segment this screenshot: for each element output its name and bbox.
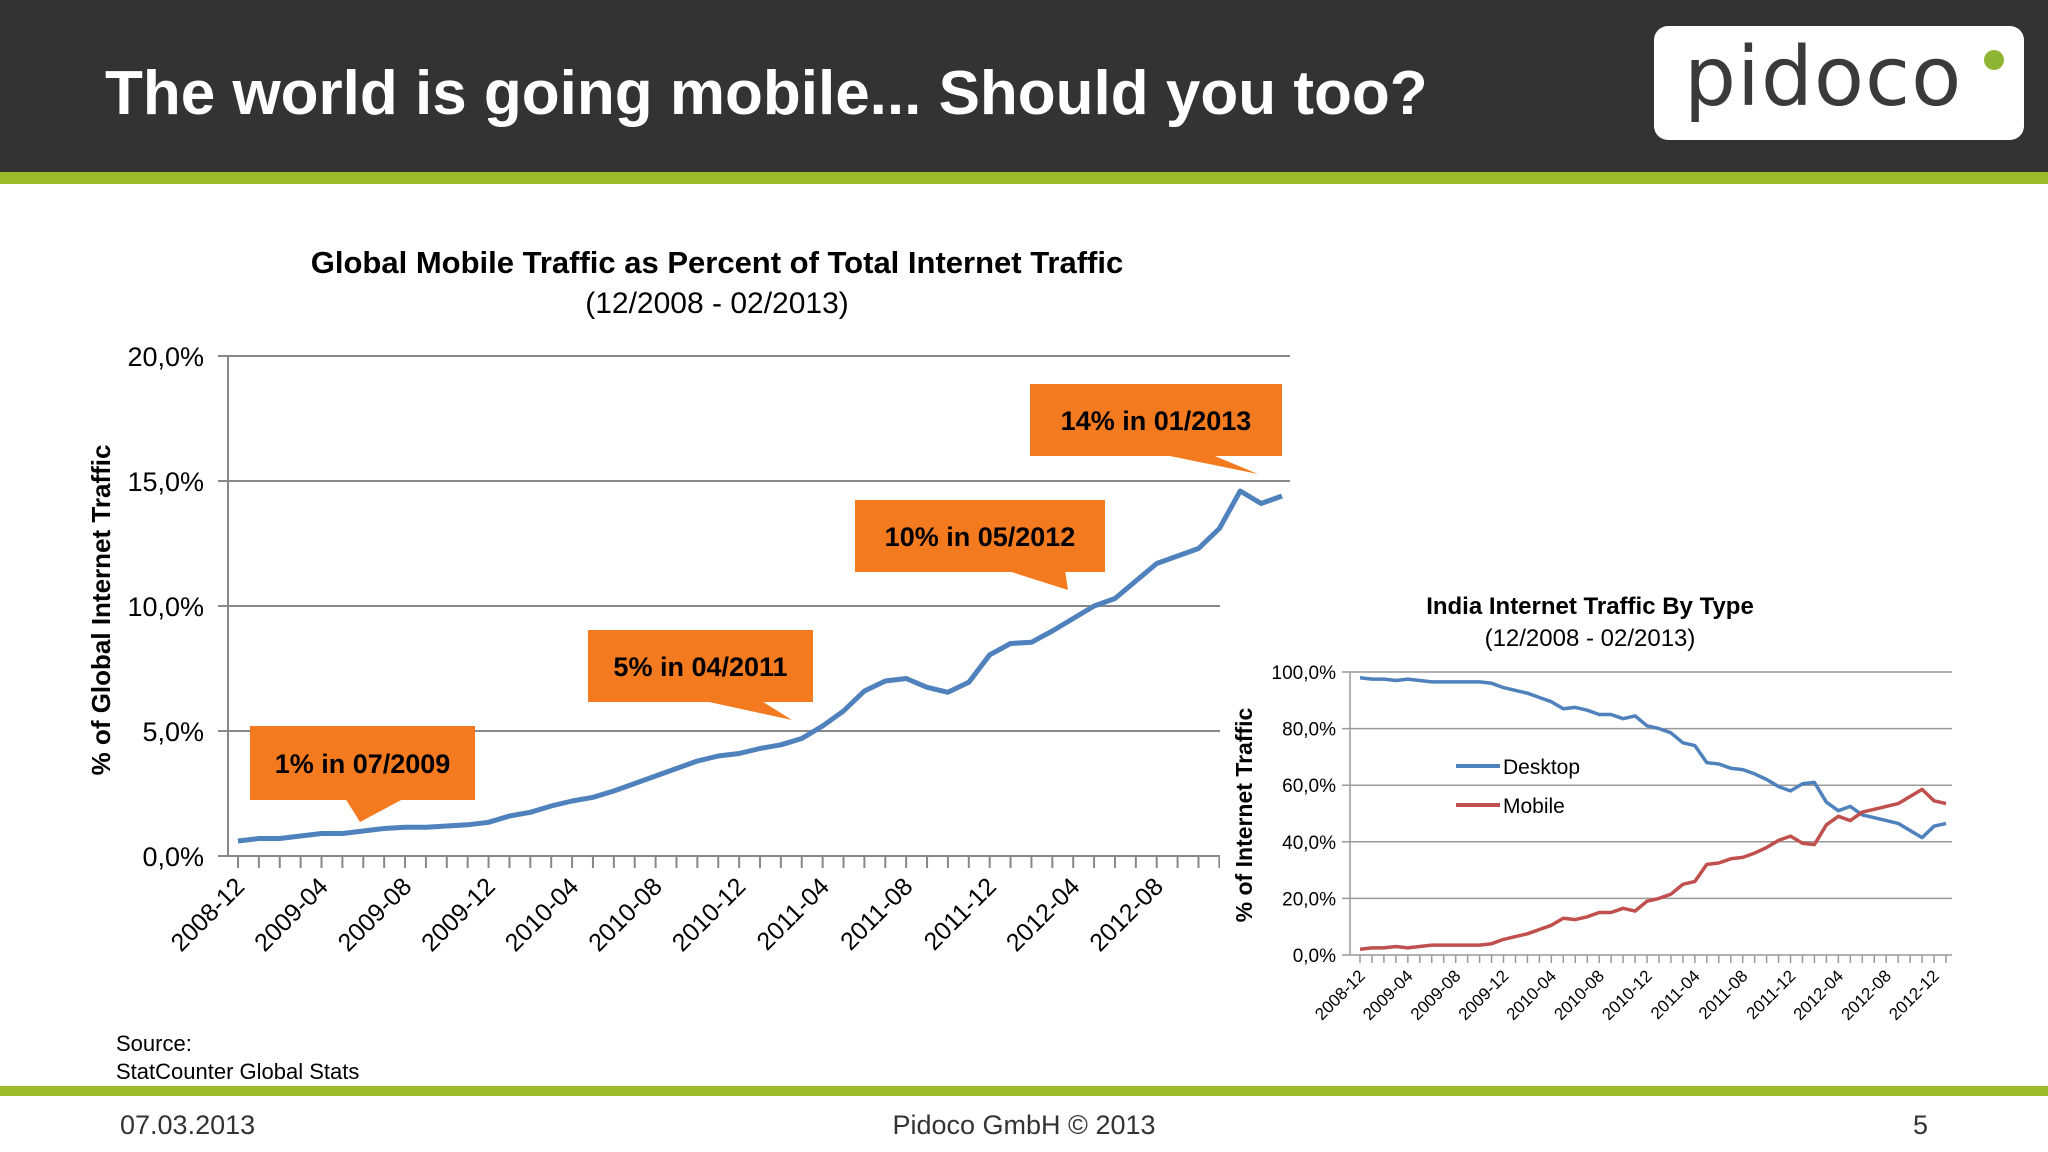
callout-label: 1% in 07/2009 <box>275 749 451 779</box>
chart1-y-axis-label: % of Global Internet Traffic <box>86 445 116 776</box>
chart2-y-tick-label: 20,0% <box>1282 889 1336 910</box>
chart1-y-tick-label: 0,0% <box>142 842 204 872</box>
chart1-x-tick-label: 2010-12 <box>667 872 752 957</box>
callout-pointer <box>1160 454 1258 474</box>
chart1-x-tick-label: 2010-08 <box>583 872 668 957</box>
page-number: 5 <box>1913 1110 1929 1140</box>
callout-label: 14% in 01/2013 <box>1061 406 1252 436</box>
source-note: Source: StatCounter Global Stats <box>116 1030 359 1086</box>
callout-box <box>588 630 813 702</box>
chart1-title: Global Mobile Traffic as Percent of Tota… <box>311 245 1123 280</box>
chart2-y-axis-label: % of Internet Traffic <box>1231 707 1257 922</box>
chart2-title: India Internet Traffic By Type <box>1426 593 1754 620</box>
chart1-mobile-share-line <box>237 488 1283 844</box>
chart2-y-tick-label: 0,0% <box>1293 946 1336 967</box>
chart1-x-tick-label: 2011-08 <box>835 872 918 955</box>
logo-dot-icon <box>1984 50 2004 70</box>
source-label: Source: <box>116 1031 192 1056</box>
chart1-y-tick-label: 5,0% <box>142 717 204 747</box>
chart1-x-tick-label: 2012-04 <box>1001 872 1086 957</box>
footer-company: Pidoco GmbH © 2013 <box>892 1110 1156 1140</box>
header-accent-rule <box>0 172 2048 184</box>
slide-title: The world is going mobile... Should you … <box>105 59 1428 128</box>
callout-pointer <box>1005 570 1068 590</box>
chart2-subtitle: (12/2008 - 02/2013) <box>1485 625 1696 652</box>
chart1-subtitle: (12/2008 - 02/2013) <box>585 287 849 320</box>
callout-label: 10% in 05/2012 <box>885 522 1076 552</box>
chart1-x-tick-label: 2010-04 <box>500 872 585 957</box>
chart1-x-tick-label: 2009-12 <box>416 872 501 957</box>
india-chart-background <box>1220 580 1980 1050</box>
callout-pointer <box>700 700 792 720</box>
global-mobile-traffic-chart: Global Mobile Traffic as Percent of Tota… <box>86 245 1290 957</box>
callout-box <box>1030 384 1282 456</box>
source-name: StatCounter Global Stats <box>116 1059 360 1084</box>
chart2-desktop-line <box>1359 675 1947 840</box>
chart1-y-tick-label: 15,0% <box>127 467 204 497</box>
chart1-x-tick-label: 2011-04 <box>752 872 835 955</box>
callout-pointer <box>345 798 405 822</box>
chart1-x-tick-label: 2011-12 <box>919 872 1002 955</box>
logo-text: pidoco <box>1684 30 1963 125</box>
india-traffic-chart: India Internet Traffic By Type (12/2008 … <box>1220 580 1980 1050</box>
legend-mobile-label: Mobile <box>1503 795 1565 818</box>
pidoco-logo: pidoco <box>1654 26 2024 140</box>
chart2-y-tick-label: 40,0% <box>1282 833 1336 854</box>
chart2-mobile-line <box>1359 787 1947 952</box>
legend-desktop-label: Desktop <box>1503 756 1580 779</box>
chart2-y-tick-label: 100,0% <box>1272 663 1337 684</box>
chart1-x-tick-label: 2009-08 <box>333 872 418 957</box>
chart2-y-tick-label: 60,0% <box>1282 776 1336 797</box>
footer-date: 07.03.2013 <box>120 1110 256 1140</box>
chart1-x-tick-label: 2009-04 <box>249 872 334 957</box>
chart1-y-tick-label: 20,0% <box>127 342 204 372</box>
slide-header: The world is going mobile... Should you … <box>0 0 2048 172</box>
callout-box <box>855 500 1105 572</box>
callout-box <box>250 726 475 800</box>
chart2-y-tick-label: 80,0% <box>1282 720 1336 741</box>
chart1-x-tick-label: 2012-08 <box>1084 872 1169 957</box>
footer-accent-rule <box>0 1086 2048 1096</box>
chart1-x-tick-label: 2008-12 <box>166 872 251 957</box>
callout-label: 5% in 04/2011 <box>613 652 787 682</box>
chart1-y-tick-label: 10,0% <box>127 592 204 622</box>
